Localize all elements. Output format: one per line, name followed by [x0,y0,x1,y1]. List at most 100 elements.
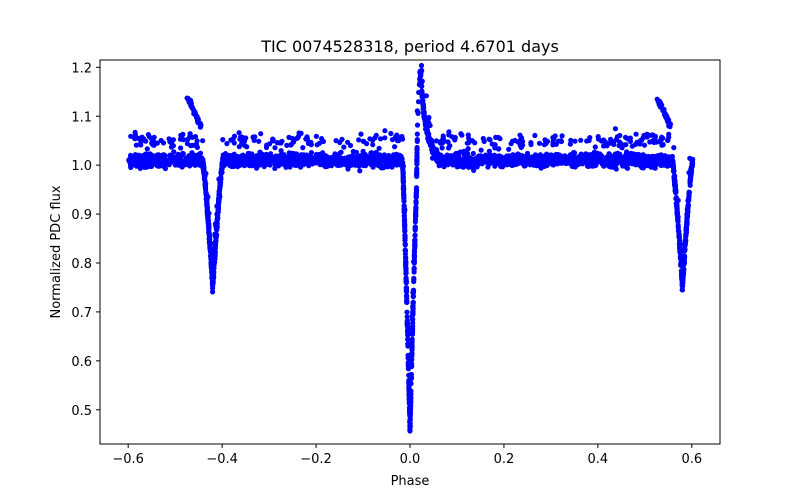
data-point [401,218,407,224]
data-point [651,139,657,145]
data-point [496,146,502,152]
data-point [551,136,557,142]
data-point [368,151,374,157]
data-point [208,249,214,255]
data-point [449,155,455,161]
data-point [420,97,426,104]
data-point [595,136,602,142]
data-point [332,151,338,157]
data-point [412,219,418,225]
data-point [589,163,595,169]
data-point [465,132,471,138]
data-point [627,135,634,141]
data-point [205,214,211,220]
data-point [666,121,672,127]
data-point [284,142,290,148]
data-point [607,136,614,142]
data-point [659,142,665,148]
data-point [382,128,388,134]
data-point [411,258,417,264]
data-point [402,222,408,228]
data-point [413,204,419,210]
data-point [394,132,400,138]
data-point [660,156,666,162]
data-point [252,134,258,140]
data-point [241,161,247,167]
data-point [200,157,206,163]
data-point [669,159,676,166]
data-point [192,162,198,168]
data-point [360,138,366,144]
data-point [486,148,492,154]
data-point [220,160,226,166]
y-tick-label: 0.5 [71,404,92,419]
data-point [622,134,629,140]
data-point [313,133,319,139]
data-point [172,159,178,165]
data-point [200,162,206,168]
data-point [434,156,440,162]
data-point [406,396,412,402]
data-point [572,138,578,144]
y-tick-label: 1.0 [71,159,92,174]
data-point [536,140,543,146]
data-point [205,217,211,223]
data-point [322,153,328,159]
data-point [274,155,280,161]
data-point [684,219,690,225]
data-point [412,242,418,248]
data-point [558,160,564,166]
data-point [403,260,409,266]
data-point [328,157,334,163]
data-point [206,234,213,240]
data-point [178,145,184,151]
data-point [423,121,429,128]
data-point [417,68,423,74]
data-point [146,163,152,169]
data-point [452,161,458,167]
data-point [616,143,622,149]
data-point [414,122,421,128]
data-point [214,221,220,227]
data-point [404,309,410,315]
data-point [413,211,419,217]
data-point [149,140,155,146]
data-point [335,161,341,167]
data-point [376,156,382,162]
data-point [217,186,223,192]
data-point [600,137,606,143]
data-point [461,152,467,158]
data-point [295,134,301,140]
data-point [259,162,265,168]
data-point [439,157,445,164]
data-point [251,161,258,167]
data-point [402,242,408,248]
data-point [198,121,204,127]
data-point [160,154,166,160]
data-point [452,134,458,141]
data-point [533,163,540,169]
data-point [677,255,684,261]
data-point [550,142,556,148]
data-point [480,135,486,142]
data-point [158,137,164,144]
data-point [674,206,680,213]
y-tick-label: 1.1 [71,110,92,125]
data-point [214,216,220,222]
data-point [220,137,226,143]
data-point [589,151,595,157]
data-point [357,168,363,174]
data-point [544,161,550,167]
data-point [175,151,181,157]
data-point [404,314,410,320]
data-point [280,152,286,159]
data-point [181,160,187,166]
data-point [528,140,534,146]
data-point [469,138,475,144]
data-point [380,156,386,162]
data-point [413,190,419,196]
y-tick-label: 0.6 [71,355,92,370]
data-point [410,311,416,317]
data-point [231,152,237,159]
